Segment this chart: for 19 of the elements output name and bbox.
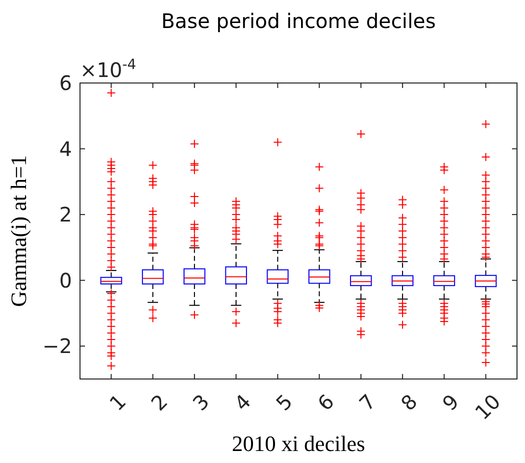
y-tick-label: 2	[59, 202, 72, 227]
x-tick-label: 10	[470, 389, 506, 424]
y-tick-label: −2	[42, 334, 72, 358]
y-tick-label: 0	[59, 268, 72, 292]
x-tick-label: 2	[146, 389, 172, 416]
x-tick-label: 3	[188, 389, 214, 416]
text: ×10$^{-4}$	[80, 57, 136, 82]
x-axis-title: 2010 xi deciles	[232, 431, 366, 456]
x-tick-label: 8	[396, 389, 422, 416]
y-axis-title: Gamma(i) at h=1	[6, 155, 31, 307]
y-tick-label: 4	[59, 136, 72, 161]
x-tick-label: 4	[230, 389, 256, 416]
x-tick-label: 1	[104, 389, 131, 416]
x-tick-label: 9	[438, 389, 464, 416]
chart-title: Base period income deciles	[161, 9, 436, 33]
x-tick-label: 6	[312, 389, 339, 416]
x-tick-label: 7	[354, 389, 380, 416]
y-tick-label: 6	[59, 71, 72, 95]
x-tick-label: 5	[271, 389, 298, 416]
